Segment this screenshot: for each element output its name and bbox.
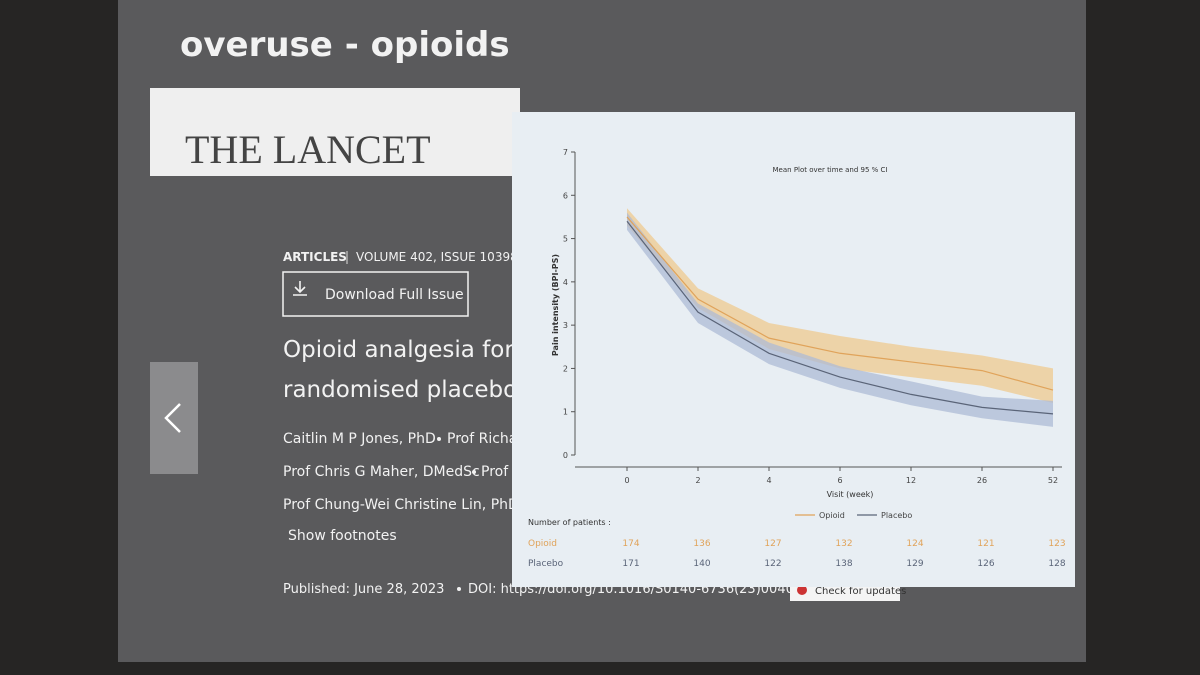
y-tick-label: 3 bbox=[563, 321, 568, 330]
mean-line bbox=[626, 220, 1054, 415]
article-title-line: Opioid analgesia for ac bbox=[283, 337, 548, 363]
legend-label: Placebo bbox=[881, 511, 912, 520]
risk-count: 123 bbox=[1048, 539, 1065, 549]
risk-count: 126 bbox=[977, 559, 994, 569]
x-tick-label: 4 bbox=[766, 476, 771, 485]
x-tick-label: 6 bbox=[837, 476, 842, 485]
risk-count: 136 bbox=[693, 539, 710, 549]
article-volume: VOLUME 402, ISSUE 10398, P3 bbox=[356, 250, 540, 264]
mean-line bbox=[626, 216, 1054, 391]
x-tick-label: 12 bbox=[906, 476, 916, 485]
y-tick-label: 0 bbox=[563, 451, 568, 460]
bullet bbox=[437, 437, 441, 441]
risk-table-label: Number of patients : bbox=[528, 518, 611, 527]
updates-label: Check for updates bbox=[815, 586, 906, 597]
show-footnotes[interactable]: Show footnotes bbox=[288, 528, 397, 544]
download-button[interactable] bbox=[282, 271, 469, 317]
slide-title: overuse - opioids bbox=[180, 25, 510, 65]
risk-count: 121 bbox=[977, 539, 994, 549]
prev-button[interactable] bbox=[150, 362, 198, 474]
y-tick-label: 5 bbox=[563, 235, 568, 244]
y-tick-label: 1 bbox=[563, 408, 568, 417]
journal-name: THE LANCET bbox=[185, 127, 431, 172]
risk-count: 138 bbox=[835, 559, 852, 569]
y-tick-label: 4 bbox=[563, 278, 568, 287]
article-title-line: randomised placebo-c bbox=[283, 377, 539, 403]
x-tick-label: 26 bbox=[977, 476, 987, 485]
x-tick-label: 2 bbox=[695, 476, 700, 485]
risk-count: 129 bbox=[906, 559, 923, 569]
risk-count: 127 bbox=[764, 539, 781, 549]
prev-chevron bbox=[164, 403, 181, 433]
article-section: ARTICLES bbox=[283, 250, 347, 264]
y-axis-label: Pain intensity (BPI-PS) bbox=[551, 254, 560, 356]
published-date: Published: June 28, 2023 bbox=[283, 582, 444, 597]
chart-title: Mean Plot over time and 95 % CI bbox=[773, 166, 888, 174]
bullet bbox=[457, 587, 461, 591]
legend-label: Opioid bbox=[819, 511, 845, 520]
x-tick-label: 52 bbox=[1048, 476, 1058, 485]
author[interactable]: Caitlin M P Jones, PhD bbox=[283, 431, 436, 447]
x-tick-label: 0 bbox=[624, 476, 629, 485]
y-tick-label: 7 bbox=[563, 148, 568, 157]
bullet bbox=[472, 470, 476, 474]
risk-count: 128 bbox=[1048, 559, 1065, 569]
risk-row-label: Opioid bbox=[528, 539, 557, 549]
risk-count: 140 bbox=[693, 559, 710, 569]
journal-header bbox=[150, 88, 520, 176]
ci-band bbox=[627, 208, 1053, 404]
risk-count: 122 bbox=[764, 559, 781, 569]
y-tick-label: 6 bbox=[563, 191, 568, 200]
chart: Mean Plot over time and 95 % CI Pain int… bbox=[528, 148, 1066, 569]
x-axis-label: Visit (week) bbox=[827, 490, 874, 499]
risk-count: 132 bbox=[835, 539, 852, 549]
author[interactable]: Prof Chris G Maher, DMedSc bbox=[283, 464, 480, 480]
author[interactable]: Prof Richar bbox=[447, 431, 523, 447]
updates-icon bbox=[797, 585, 807, 595]
download-label: Download Full Issue bbox=[325, 287, 464, 303]
risk-count: 174 bbox=[622, 539, 639, 549]
risk-count: 124 bbox=[906, 539, 923, 549]
risk-row-label: Placebo bbox=[528, 559, 564, 569]
y-tick-label: 2 bbox=[563, 364, 568, 373]
download-icon bbox=[293, 281, 307, 296]
risk-count: 171 bbox=[622, 559, 639, 569]
author[interactable]: Prof Chung-Wei Christine Lin, PhD bbox=[283, 497, 519, 513]
